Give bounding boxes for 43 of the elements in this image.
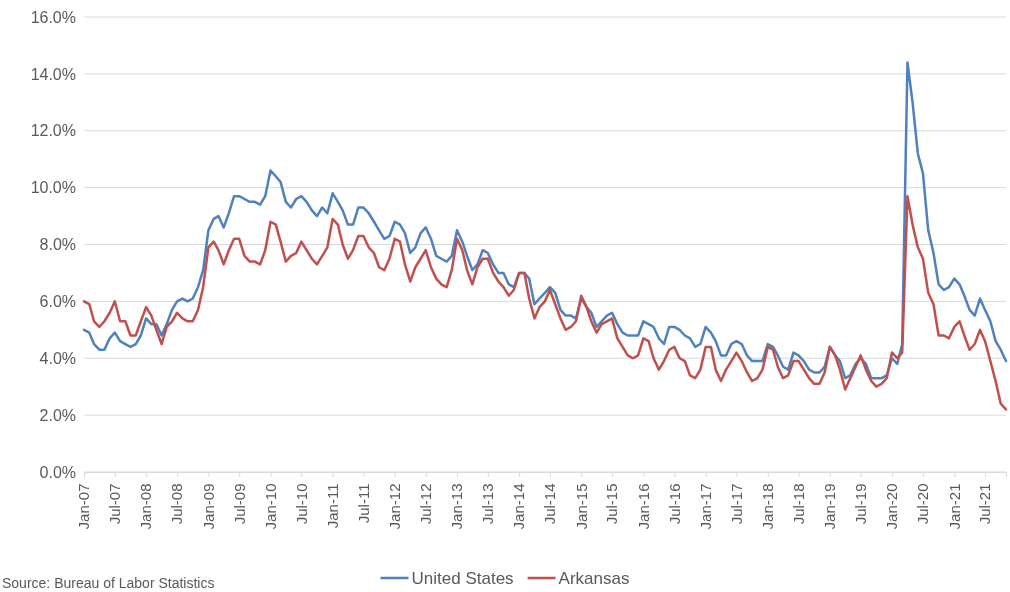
y-tick-label: 16.0% — [30, 8, 76, 26]
x-tick-label: Jul-20 — [914, 483, 932, 525]
source-note: Source: Bureau of Labor Statistics — [2, 575, 215, 591]
y-tick-label: 12.0% — [30, 122, 76, 140]
x-tick-label: Jan-16 — [634, 483, 652, 530]
y-tick-label: 10.0% — [30, 179, 76, 197]
x-tick-label: Jul-21 — [976, 483, 994, 525]
y-tick-label: 4.0% — [39, 349, 76, 367]
x-tick-label: Jan-18 — [759, 483, 777, 530]
x-tick-label: Jan-13 — [448, 483, 466, 530]
x-tick-label: Jul-11 — [354, 483, 372, 524]
line-series — [82, 194, 1008, 411]
y-tick-label: 8.0% — [39, 236, 76, 254]
x-tick-label: Jan-15 — [572, 483, 590, 530]
y-tick-label: 14.0% — [30, 65, 76, 83]
x-tick-label: Jul-18 — [789, 483, 807, 525]
x-tick-label: Jul-17 — [727, 483, 745, 525]
x-tick-label: Jan-21 — [945, 483, 963, 530]
x-tick-label: Jan-08 — [137, 483, 155, 530]
y-tick-label: 0.0% — [39, 463, 76, 481]
x-tick-label: Jan-11 — [323, 483, 341, 529]
x-tick-label: Jan-20 — [883, 483, 901, 530]
x-tick-label: Jul-15 — [603, 483, 621, 525]
x-tick-label: Jan-19 — [821, 483, 839, 530]
x-tick-label: Jul-16 — [665, 483, 683, 525]
x-tick-label: Jul-07 — [106, 483, 124, 525]
x-tick-label: Jul-08 — [168, 483, 186, 525]
x-tick-label: Jul-13 — [479, 483, 497, 525]
x-tick-label: Jan-12 — [386, 483, 404, 530]
x-tick-label: Jan-17 — [696, 483, 714, 530]
x-tick-label: Jul-09 — [230, 483, 248, 525]
y-tick-label: 6.0% — [39, 292, 76, 310]
x-tick-label: Jul-14 — [541, 483, 559, 525]
x-tick-label: Jul-19 — [851, 483, 869, 525]
legend-label: Arkansas — [558, 569, 630, 588]
x-tick-label: Jul-12 — [417, 483, 435, 525]
x-tick-label: Jan-09 — [199, 483, 217, 530]
x-tick-label: Jan-07 — [75, 483, 93, 530]
x-tick-label: Jan-10 — [261, 483, 279, 530]
x-tick-label: Jan-14 — [510, 483, 528, 530]
x-tick-label: Jul-10 — [292, 483, 310, 525]
y-tick-label: 2.0% — [39, 406, 76, 424]
legend-label: United States — [411, 569, 514, 588]
